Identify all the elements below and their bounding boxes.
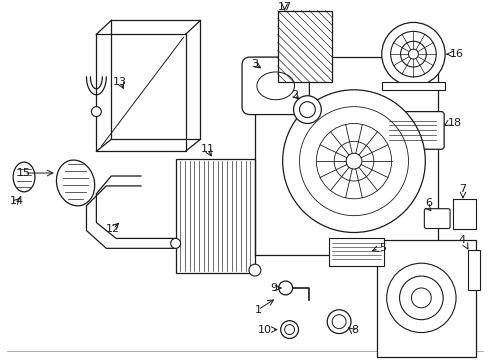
Text: 6: 6 (425, 198, 432, 208)
Text: 14: 14 (10, 196, 24, 206)
Bar (382, 82, 445, 90)
Text: 15: 15 (17, 168, 31, 178)
Circle shape (92, 107, 101, 117)
Text: 8: 8 (351, 325, 358, 334)
Text: 9: 9 (270, 283, 278, 293)
Text: 5: 5 (379, 243, 386, 253)
Circle shape (327, 310, 351, 334)
Bar (377, 240, 476, 357)
Text: 10: 10 (258, 325, 272, 334)
Text: 3: 3 (251, 59, 258, 69)
Bar (468, 250, 480, 290)
Circle shape (299, 102, 316, 118)
Bar (278, 10, 332, 82)
Ellipse shape (13, 162, 35, 192)
Text: 1: 1 (254, 305, 261, 315)
Circle shape (382, 22, 445, 86)
Text: 11: 11 (200, 144, 214, 154)
Circle shape (294, 96, 321, 123)
Text: 17: 17 (277, 1, 292, 12)
Text: 16: 16 (450, 49, 464, 59)
Bar (329, 238, 384, 266)
FancyBboxPatch shape (424, 209, 450, 229)
Text: 4: 4 (459, 235, 466, 246)
Circle shape (283, 90, 425, 233)
Text: 12: 12 (106, 224, 120, 234)
FancyBboxPatch shape (381, 112, 444, 149)
Text: 2: 2 (291, 90, 298, 100)
Circle shape (281, 321, 298, 338)
Circle shape (409, 49, 418, 59)
Ellipse shape (56, 160, 95, 206)
Circle shape (171, 238, 181, 248)
FancyBboxPatch shape (242, 57, 309, 114)
Circle shape (412, 288, 431, 308)
Circle shape (391, 31, 436, 77)
Text: 7: 7 (460, 184, 466, 194)
Bar (175, 159, 255, 273)
Circle shape (400, 41, 426, 67)
Text: 18: 18 (448, 118, 462, 129)
Circle shape (249, 264, 261, 276)
Circle shape (279, 281, 293, 295)
Circle shape (346, 153, 362, 169)
Text: 13: 13 (113, 77, 127, 87)
